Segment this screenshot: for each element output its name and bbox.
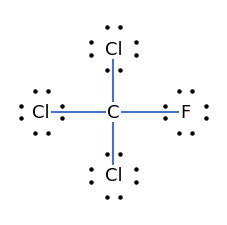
Text: Cl: Cl <box>32 104 50 122</box>
Text: Cl: Cl <box>105 40 122 58</box>
Text: F: F <box>181 104 191 122</box>
Text: Cl: Cl <box>105 166 122 184</box>
Text: C: C <box>107 104 120 122</box>
